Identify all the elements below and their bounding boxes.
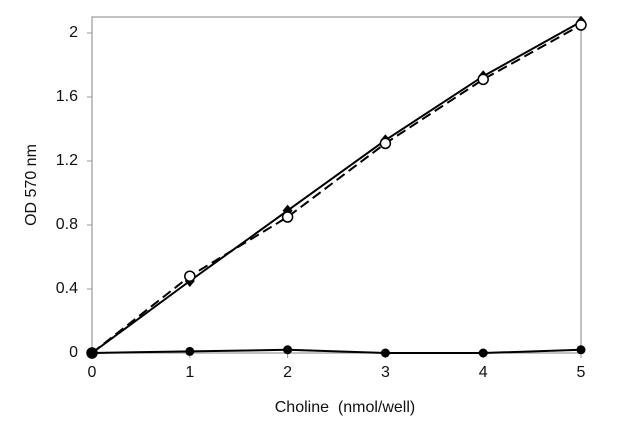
marker (281, 211, 294, 223)
marker (185, 346, 195, 356)
x-tick-label: 3 (381, 364, 390, 381)
marker (283, 345, 293, 355)
y-tick-label: 1.2 (56, 152, 78, 169)
plot-frame (91, 16, 582, 354)
series-line (91, 24, 582, 354)
x-tick-label: 0 (88, 364, 97, 381)
marker (576, 345, 586, 355)
y-tick-label: 0.8 (56, 216, 78, 233)
x-tick-label: 2 (283, 364, 292, 381)
marker (87, 348, 97, 358)
marker (477, 73, 489, 86)
y-axis-label: OD 570 nm (23, 144, 40, 226)
marker (575, 19, 587, 31)
x-tick-label: 1 (185, 364, 194, 381)
x-axis-label: Choline (nmol/well) (275, 399, 416, 416)
x-tick-label: 4 (479, 364, 488, 381)
series-line (91, 348, 582, 354)
y-tick-label: 2 (69, 24, 78, 41)
y-tick-label: 0.4 (56, 280, 78, 297)
y-tick-label: 0 (69, 344, 78, 361)
series-line (91, 20, 582, 354)
marker (478, 348, 488, 358)
x-tick-label: 5 (577, 364, 586, 381)
y-tick-label: 1.6 (56, 88, 78, 105)
marker (379, 137, 392, 150)
marker (380, 348, 390, 358)
marker (184, 270, 196, 282)
